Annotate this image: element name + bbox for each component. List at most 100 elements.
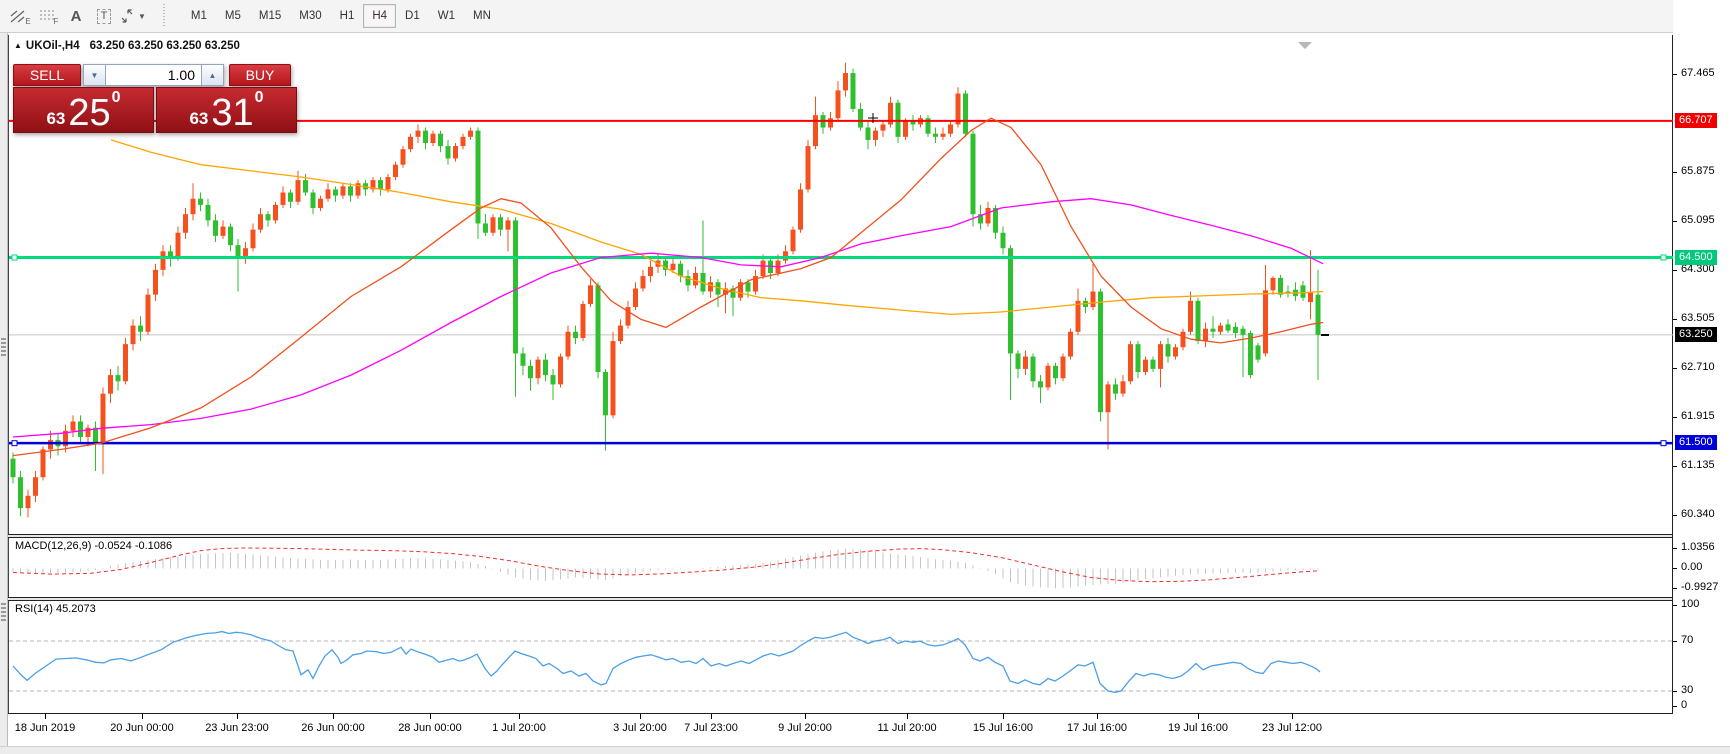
tf-d1-button[interactable]: D1 [396,4,429,28]
arrows-tool-button[interactable]: ▼ [118,3,147,29]
candle-body [370,180,376,190]
candle-body [100,393,106,444]
tf-m15-button[interactable]: M15 [250,4,290,28]
candle-body [888,102,893,125]
rsi-panel[interactable]: RSI(14) 45.2073 [8,601,1673,713]
sell-button[interactable]: SELL [13,64,81,86]
macd-panel[interactable]: MACD(12,26,9) -0.0524 -0.1086 [8,538,1672,597]
candle-body [843,73,848,91]
candle-body [385,177,391,190]
price-axis[interactable]: 67.465 65.875 65.095 64.300 63.505 62.710 61.9… [1673,0,1730,754]
candle-body [190,198,196,215]
date-label: 17 Jul 16:00 [1067,722,1127,734]
line-handle[interactable] [11,254,18,261]
buy-button[interactable]: BUY [229,64,291,86]
candle-body [333,189,338,196]
buy-price-point: 0 [254,89,264,106]
macd-chart[interactable] [9,538,1673,597]
horizontal-scrollbar[interactable] [0,746,1730,754]
candle-body [1210,328,1216,332]
candle-body [25,495,31,509]
date-tick [45,714,46,719]
volume-input[interactable] [105,64,202,86]
candle-body [745,282,751,292]
candlestick-chart[interactable] [9,35,1673,534]
date-label: 7 Jul 23:00 [684,722,738,734]
candle-body [453,146,458,159]
text-label-tool-button[interactable]: A [62,3,90,29]
tf-m1-button[interactable]: M1 [182,4,216,28]
chart-shift-marker[interactable] [1298,42,1312,49]
separator-gap [8,535,1730,537]
spin-up-icon: ▲ [208,70,217,80]
ma-mid-magenta [12,198,1324,438]
tf-h4-button[interactable]: H4 [363,4,397,28]
tf-m30-button[interactable]: M30 [290,4,330,28]
line-handle[interactable] [1660,254,1667,261]
candle-body [340,186,346,196]
panel-grip[interactable] [1,338,6,356]
panel-grip[interactable] [1,603,6,621]
fibonacci-tool-button[interactable]: F [34,3,62,29]
ma-slow-orange [110,139,1324,316]
line-handle[interactable] [11,440,18,447]
axis-tick-label: 1.0356 [1681,541,1715,553]
axis-tick [1673,466,1677,467]
axis-tick [1673,691,1677,692]
candle-body [213,220,218,236]
candle-body [348,186,353,196]
text-box-tool-button[interactable]: T [90,3,118,29]
axis-tick-label: 62.710 [1681,361,1715,373]
candle-body [1165,344,1171,357]
date-tick [711,714,712,719]
candle-body [1315,294,1321,335]
tf-mn-button[interactable]: MN [464,4,500,28]
tf-m5-button[interactable]: M5 [216,4,250,28]
axis-tick [1673,588,1677,589]
date-label: 28 Jun 00:00 [398,722,462,734]
candle-body [783,251,788,261]
candle-body [1000,232,1006,249]
macd-top-border [8,537,1730,538]
candle-body [985,207,991,224]
candle-body [1053,365,1058,379]
volume-decrease-button[interactable]: ▼ [83,64,105,86]
rsi-line [12,630,1321,693]
macd-rsi-separator[interactable] [8,597,1730,598]
price-axis-border [1672,35,1673,714]
rsi-chart[interactable] [9,601,1673,713]
channel-icon [10,10,25,23]
candle-body [1135,344,1141,373]
sell-price-button[interactable]: 63 25 0 [13,87,154,133]
axis-tick [1673,368,1677,369]
axis-tick-label: -0.9927 [1681,581,1719,593]
line-handle[interactable] [1660,440,1667,447]
candle-body [1188,300,1193,332]
buy-price-button[interactable]: 63 31 0 [156,87,297,133]
date-label: 26 Jun 00:00 [301,722,365,734]
axis-tick-label: 67.465 [1681,67,1715,79]
candle-body [738,282,743,298]
date-axis[interactable]: 18 Jun 2019 20 Jun 00:00 23 Jun 23:00 26 Ju… [8,714,1672,746]
candle-body [663,260,668,270]
candle-body [1098,291,1103,413]
tf-h1-button[interactable]: H1 [331,4,364,28]
candle-body [475,130,481,224]
candle-body [1218,325,1223,332]
candle-body [378,180,383,190]
candle-body [580,303,586,338]
tf-w1-button[interactable]: W1 [429,4,464,28]
volume-increase-button[interactable]: ▲ [202,64,224,86]
date-tick [907,714,908,719]
candle-body [1270,277,1276,291]
candle-body [415,130,421,137]
candle-body [205,204,211,221]
equidistant-channel-tool-button[interactable]: E [6,3,34,29]
axis-tick-label: 0.00 [1681,561,1703,573]
candle-body [933,133,938,137]
candle-body [558,356,563,385]
candle-body [228,226,233,246]
axis-tick [1673,515,1677,516]
candle-body [235,245,241,258]
main-macd-separator[interactable] [8,534,1730,535]
